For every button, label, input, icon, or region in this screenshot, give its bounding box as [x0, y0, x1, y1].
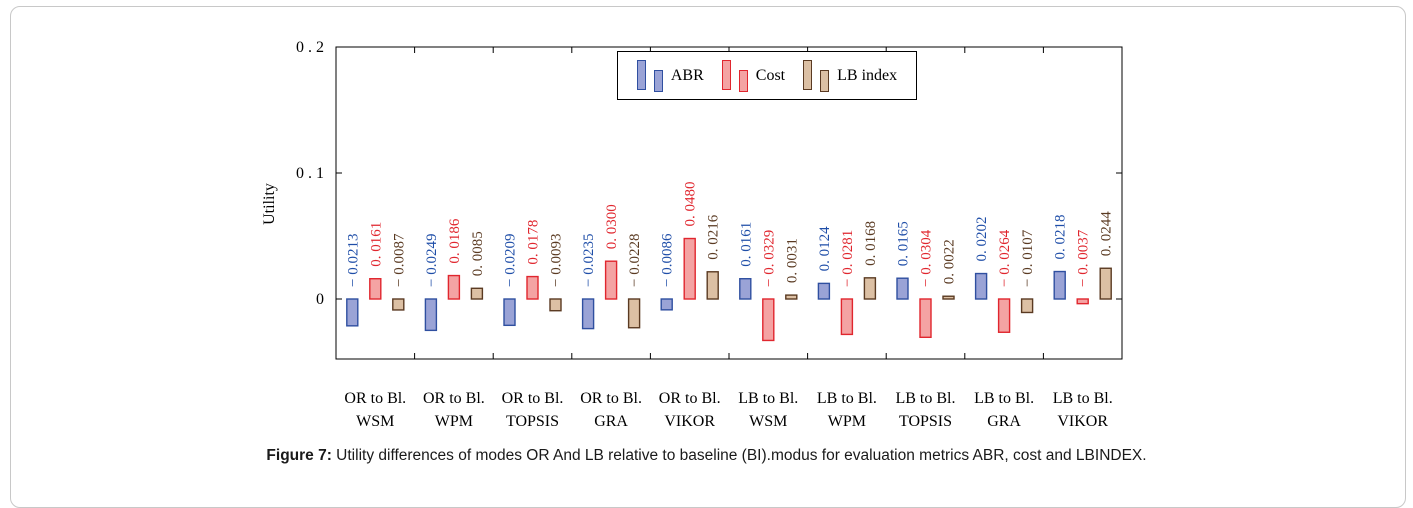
y-tick-label: 0 . 1 [296, 165, 324, 182]
bar-cost [447, 274, 461, 300]
x-tick-label-line2: GRA [594, 413, 628, 430]
bar-lb-index [470, 287, 484, 300]
caption-text: Utility differences of modes OR And LB r… [331, 447, 1147, 464]
data-label-lb-index: 0. 0168 [863, 221, 879, 266]
bar-lb-index [863, 277, 877, 300]
legend-swatch-abr [636, 59, 665, 92]
data-label-abr: − 0.0086 [660, 233, 676, 287]
data-label-abr: 0. 0161 [738, 222, 754, 267]
data-label-abr: − 0.0213 [345, 234, 361, 287]
data-label-lb-index: 0. 0244 [1099, 211, 1115, 257]
data-label-lb-index: 0. 0216 [706, 214, 722, 260]
bar-lb-index [1020, 298, 1034, 314]
legend-label-lb-index: LB index [837, 66, 898, 84]
x-tick-label-line1: LB to Bl. [1053, 390, 1113, 407]
legend-item-cost: Cost [721, 59, 786, 92]
legend-item-abr: ABR [636, 59, 704, 92]
bar-cost [369, 278, 382, 300]
x-tick-label-line2: VIKOR [1057, 413, 1108, 430]
data-label-lb-index: 0. 0031 [784, 238, 800, 283]
bar-lb-index [549, 298, 562, 312]
data-label-cost: 0. 0480 [683, 182, 699, 227]
data-label-lb-index: − 0.0087 [391, 233, 407, 287]
data-label-abr: 0. 0202 [974, 217, 990, 262]
data-label-cost: − 0. 0329 [761, 230, 777, 287]
y-axis-label: Utility [261, 183, 278, 225]
bar-lb-index [706, 271, 719, 300]
x-tick-label-line2: GRA [987, 413, 1021, 430]
x-tick-label-line2: WPM [828, 413, 866, 430]
bar-abr [424, 298, 438, 332]
legend-item-lb-index: LB index [803, 59, 898, 92]
data-label-lb-index: − 0.0093 [549, 234, 565, 287]
y-tick-label: 0 [316, 291, 324, 308]
bar-abr [1053, 270, 1066, 300]
x-tick-label-line1: LB to Bl. [895, 390, 955, 407]
bar-cost [526, 275, 539, 300]
bar-abr [896, 277, 909, 300]
x-tick-label-line2: WSM [749, 413, 787, 430]
bar-cost [683, 237, 696, 300]
bar-cost [997, 298, 1011, 333]
x-tick-label-line2: TOPSIS [506, 413, 559, 430]
x-tick-label-line2: WSM [356, 413, 394, 430]
x-tick-label-line1: LB to Bl. [974, 390, 1034, 407]
data-label-abr: 0. 0124 [817, 226, 833, 272]
bar-abr [581, 298, 595, 330]
bar-abr [346, 298, 359, 327]
data-label-cost: 0. 0300 [604, 204, 620, 249]
data-label-abr: − 0.0249 [424, 234, 440, 287]
x-tick-label-line1: OR to Bl. [423, 390, 485, 407]
bar-abr [974, 272, 988, 300]
bar-abr [660, 298, 673, 311]
data-label-abr: − 0.0209 [503, 234, 519, 287]
chart-legend: ABR Cost LB index [617, 51, 917, 100]
data-label-cost: 0. 0178 [526, 220, 542, 265]
bar-lb-index [785, 294, 798, 300]
data-label-lb-index: − 0.0228 [627, 234, 643, 287]
bar-cost [604, 260, 618, 300]
bar-cost [840, 298, 854, 336]
bar-abr [503, 298, 516, 327]
bar-cost [762, 298, 775, 342]
x-tick-label-line2: WPM [435, 413, 473, 430]
x-tick-label-line1: OR to Bl. [344, 390, 406, 407]
data-label-cost: − 0. 0304 [919, 229, 935, 287]
x-tick-label-line1: LB to Bl. [738, 390, 798, 407]
x-tick-label-line1: OR to Bl. [502, 390, 564, 407]
data-label-abr: 0. 0218 [1053, 215, 1069, 260]
bar-lb-index [392, 298, 405, 311]
bar-lb-index [942, 295, 955, 300]
y-tick-label: 0 . 2 [296, 39, 324, 56]
legend-swatch-cost [721, 59, 750, 92]
legend-label-cost: Cost [755, 66, 786, 84]
bar-chart: 0 . 2 0 . 1 0 Utility − 0.0213 − 0.0249 − 0.02… [261, 39, 1123, 430]
data-label-cost: − 0. 0037 [1076, 229, 1092, 287]
bar-cost [919, 298, 932, 339]
bar-lb-index [627, 298, 641, 329]
figure-caption: Figure 7: Utility differences of modes O… [0, 447, 1413, 465]
x-tick-label-line1: OR to Bl. [580, 390, 642, 407]
data-label-cost: 0. 0186 [447, 218, 463, 264]
data-label-cost: − 0. 0281 [840, 230, 856, 287]
bar-cost [1076, 298, 1089, 305]
x-tick-label-line1: OR to Bl. [659, 390, 721, 407]
caption-label: Figure 7: [266, 447, 332, 464]
legend-swatch-lb-index [803, 59, 831, 92]
bar-abr [817, 282, 831, 300]
data-label-lb-index: 0. 0022 [942, 239, 958, 284]
x-tick-label-line2: TOPSIS [899, 413, 952, 430]
data-label-cost: − 0. 0264 [997, 229, 1013, 287]
bar-abr [739, 278, 752, 300]
data-label-abr: − 0.0235 [581, 234, 597, 287]
data-label-lb-index: 0. 0085 [470, 231, 486, 276]
bar-lb-index [1099, 267, 1112, 300]
x-tick-label-line2: VIKOR [664, 413, 715, 430]
data-label-cost: 0. 0161 [368, 222, 384, 267]
data-label-lb-index: − 0. 0107 [1020, 229, 1036, 287]
legend-label-abr: ABR [670, 66, 704, 84]
x-tick-label-line1: LB to Bl. [817, 390, 877, 407]
data-label-abr: 0. 0165 [896, 221, 912, 266]
